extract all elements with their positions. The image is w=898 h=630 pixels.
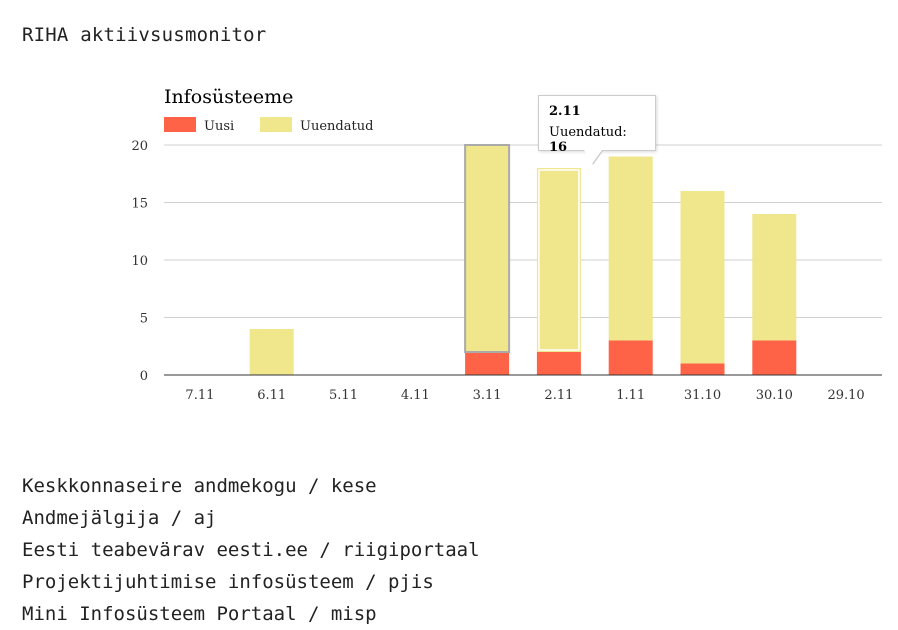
x-tick-label: 29.10 xyxy=(827,388,864,403)
system-list-item: Keskkonnaseire andmekogu / kese xyxy=(22,475,377,497)
legend-swatch-2 xyxy=(260,117,292,132)
x-tick-label: 2.11 xyxy=(544,388,573,403)
page-title: RIHA aktiivsusmonitor xyxy=(22,24,267,46)
bar-uuendatud-2.11 xyxy=(536,168,581,352)
legend-label-1: Uusi xyxy=(204,119,234,134)
y-tick-label: 15 xyxy=(131,197,148,212)
chart-title: Infosüsteeme xyxy=(164,86,293,108)
y-tick-label: 0 xyxy=(140,369,148,384)
legend-swatch-1 xyxy=(164,117,196,132)
system-list-item: Eesti teabevärav eesti.ee / riigiportaal xyxy=(22,539,480,561)
bar-uuendatud-31.10 xyxy=(680,191,725,364)
x-tick-label: 1.11 xyxy=(616,388,645,403)
tooltip-series-label: Uuendatud: xyxy=(549,125,627,140)
bar-uuendatud-30.10 xyxy=(752,214,797,341)
tooltip-pointer xyxy=(584,150,602,164)
system-list: Keskkonnaseire andmekogu / kese Andmejälg… xyxy=(22,470,480,630)
bar-uusi-1.11 xyxy=(608,340,653,375)
bar-uusi-31.10 xyxy=(680,363,725,375)
tooltip-title: 2.11 xyxy=(549,104,581,119)
chart-container: Infosüsteeme Uusi Uuendatud 0 5 10 15 20 7.11 6.1… xyxy=(131,86,882,403)
bar-uusi-30.10 xyxy=(752,340,797,375)
legend-label-2: Uuendatud xyxy=(300,119,373,134)
chart-tooltip: 2.11 Uuendatud: 16 xyxy=(538,95,656,155)
bar-uuendatud-1.11 xyxy=(608,156,653,341)
x-tick-label: 4.11 xyxy=(401,388,430,403)
y-tick-label: 5 xyxy=(140,312,148,327)
tooltip-body: Uuendatud: 16 xyxy=(549,125,645,155)
system-list-item: Andmejälgija / aj xyxy=(22,507,217,529)
x-tick-label: 6.11 xyxy=(257,388,286,403)
bar-chart: Infosüsteeme Uusi Uuendatud 0 5 10 15 20 7.11 6.1… xyxy=(131,86,882,403)
bar-uusi-3.11 xyxy=(465,352,510,375)
bar-hover-highlight xyxy=(464,144,511,353)
bar-tooltip-focus xyxy=(538,169,580,351)
y-tick-label: 10 xyxy=(131,254,148,269)
x-tick-label: 31.10 xyxy=(684,388,721,403)
x-tick-label: 5.11 xyxy=(329,388,358,403)
x-tick-label: 7.11 xyxy=(185,388,214,403)
tooltip-value: 16 xyxy=(549,140,568,155)
x-tick-label: 3.11 xyxy=(473,388,502,403)
x-tick-label: 30.10 xyxy=(756,388,793,403)
system-list-item: Projektijuhtimise infosüsteem / pjis xyxy=(22,571,434,593)
bar-uusi-2.11 xyxy=(536,352,581,375)
bar-uuendatud-3.11 xyxy=(465,145,510,352)
y-tick-label: 20 xyxy=(131,139,148,154)
bar-uuendatud-6.11 xyxy=(249,329,294,375)
system-list-item: Mini Infosüsteem Portaal / misp xyxy=(22,603,377,625)
